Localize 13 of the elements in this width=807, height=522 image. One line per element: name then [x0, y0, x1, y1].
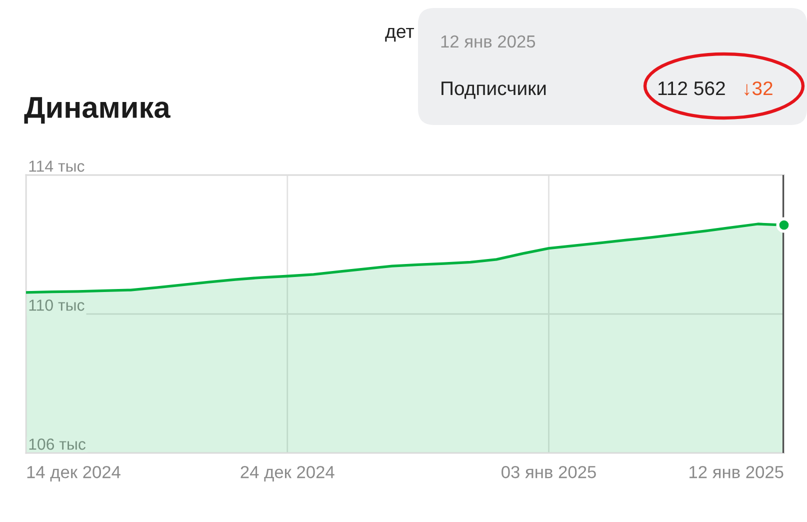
y-tick-label: 114 тыс — [29, 160, 84, 172]
y-tick-label: 110 тыс — [29, 300, 84, 311]
x-tick-label: 12 янв 2025 — [690, 466, 784, 478]
text: дет — [385, 28, 414, 42]
y-tick-label: 106 тыс — [29, 438, 86, 450]
text: 12 янв 2025 — [441, 35, 536, 48]
chart-title: Динамика — [24, 97, 170, 124]
x-tick-label: 24 дек 2024 — [240, 466, 334, 482]
text: Подписчики — [442, 82, 546, 99]
text: 112 562 — [658, 81, 725, 96]
x-tick-label: 14 дек 2024 — [27, 466, 120, 482]
x-tick-label: 03 янв 2025 — [502, 466, 596, 478]
text: ↓32 — [744, 81, 772, 96]
